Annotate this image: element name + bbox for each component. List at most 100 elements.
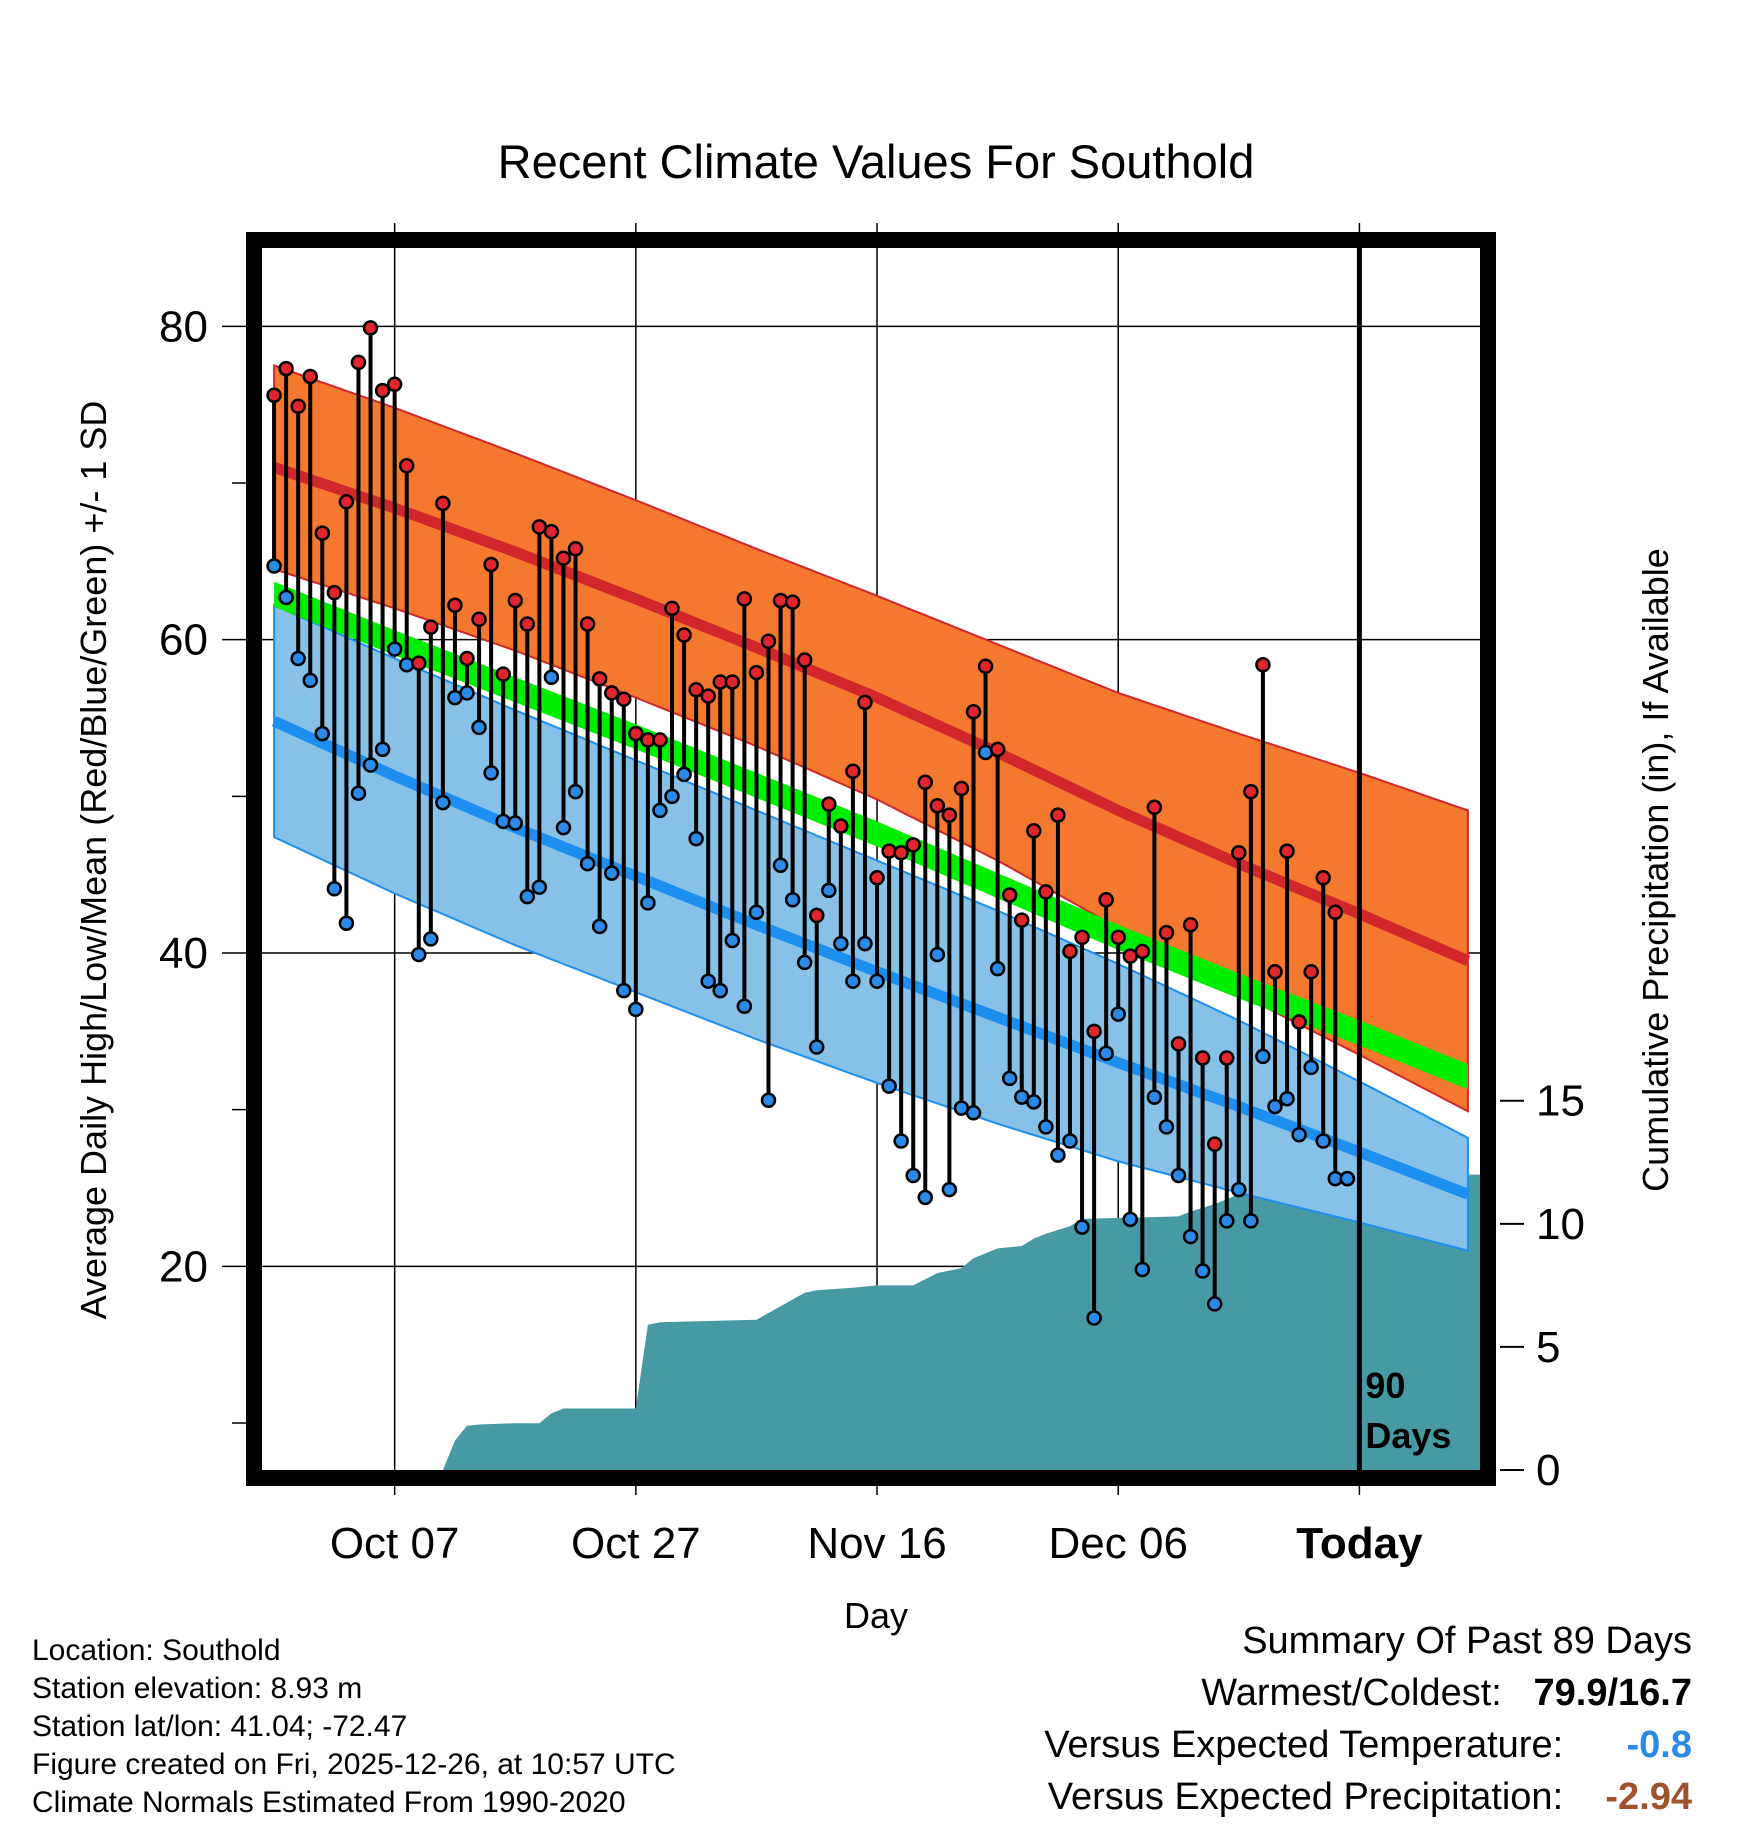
obs-high-point [1001,887,1018,903]
obs-high-point [1158,924,1175,941]
obs-high-point [1194,1050,1211,1066]
obs-low-point [1062,1133,1078,1149]
x-tick-label-3: Dec 06 [1049,1519,1188,1568]
obs-low-point [290,650,306,667]
x-tick-label-0: Oct 07 [330,1519,460,1568]
obs-high-point [1255,656,1271,673]
obs-high-point [929,797,946,814]
obs-low-point [796,954,813,971]
obs-low-point [893,1133,909,1149]
obs-low-point [1158,1119,1175,1135]
y-tick-label-right-2: 10 [1536,1200,1585,1249]
obs-high-point [1110,929,1126,946]
obs-low-point [362,757,379,773]
obs-low-point [1303,1059,1319,1076]
obs-low-point [1122,1211,1139,1228]
mean-normal-band [274,581,1468,1090]
obs-high-point [1026,823,1042,839]
obs-low-point [833,935,849,952]
obs-high-point [543,523,560,540]
obs-high-point [977,658,994,675]
obs-high-point [326,584,343,601]
obs-low-point [917,1189,934,1206]
obs-low-point [772,857,789,874]
obs-low-point [579,855,596,872]
obs-high-point [471,611,487,628]
obs-high-point [1134,943,1151,960]
obs-high-point [688,682,704,698]
obs-low-point [266,558,282,574]
summary-extremes-value: 79.9/16.7 [1533,1672,1692,1714]
obs-high-point [941,807,958,823]
obs-low-point [1146,1089,1163,1105]
obs-high-point [1098,891,1114,908]
y-axis-label-right: Cumulative Precipitation (in), If Availa… [1635,548,1676,1192]
obs-high-point [314,525,331,541]
obs-high-point [1146,799,1163,816]
obs-high-point [664,600,680,617]
obs-low-point [1110,1006,1126,1022]
obs-low-point [664,788,680,805]
obs-low-point [760,1092,777,1109]
obs-high-point [748,664,765,681]
obs-high-point [833,818,849,834]
obs-high-point [869,870,885,886]
obs-high-point [278,360,294,377]
obs-high-point [784,594,801,610]
obs-low-point [1134,1261,1151,1278]
obs-low-point [700,973,716,989]
obs-low-point [435,794,451,811]
obs-high-point [616,691,632,707]
obs-high-point [1267,964,1283,980]
obs-high-point [266,387,282,404]
obs-high-point [290,398,306,414]
obs-high-point [796,652,813,668]
obs-low-point [784,891,801,908]
obs-low-point [965,1105,982,1121]
obs-high-point [845,763,861,780]
obs-high-point [1279,843,1295,859]
obs-low-point [531,879,548,895]
footer-latlon: Station lat/lon: 41.04; -72.47 [32,1710,408,1743]
obs-low-point [507,815,523,831]
obs-low-point [1038,1119,1054,1135]
obs-low-point [1267,1098,1283,1115]
plot-frame [246,232,1496,1486]
obs-low-point [989,960,1006,977]
obs-high-point [1074,929,1090,946]
obs-high-point [1231,844,1247,861]
obs-low-point [1086,1310,1102,1326]
obs-high-point [1050,807,1066,823]
obs-high-point [603,685,620,701]
obs-low-point [905,1167,921,1184]
obs-low-point [1219,1213,1235,1229]
y-tick-label-left-0: 20 [159,1242,208,1291]
high-normal-line [272,462,1471,966]
obs-high-point [507,592,523,609]
obs-high-point [362,320,379,336]
obs-high-point [495,666,511,682]
obs-high-point [1013,912,1030,928]
obs-high-point [338,494,355,510]
obs-high-point [905,837,921,853]
today-days-number: 90 [1365,1365,1405,1406]
obs-low-point [519,888,536,905]
obs-high-point [700,688,716,704]
obs-low-point [567,783,584,800]
obs-high-point [1303,964,1319,980]
obs-low-point [1291,1126,1307,1143]
obs-low-point [821,882,837,899]
obs-low-point [688,830,704,847]
obs-high-point [398,458,415,474]
obs-low-point [808,1039,825,1055]
obs-high-point [374,382,391,399]
obs-low-point [471,719,487,736]
low-normal-band [273,603,1469,1253]
obs-low-point [1206,1296,1223,1312]
obs-high-point [652,732,668,748]
plot-area: 90 Days 20 40 60 80 Oct 07 Oct 27 Nov 16 Dec 06 To… [159,223,1585,1568]
obs-low-point [483,765,499,781]
obs-low-point [302,672,318,689]
obs-high-point [579,616,596,632]
obs-low-point [1098,1045,1114,1062]
